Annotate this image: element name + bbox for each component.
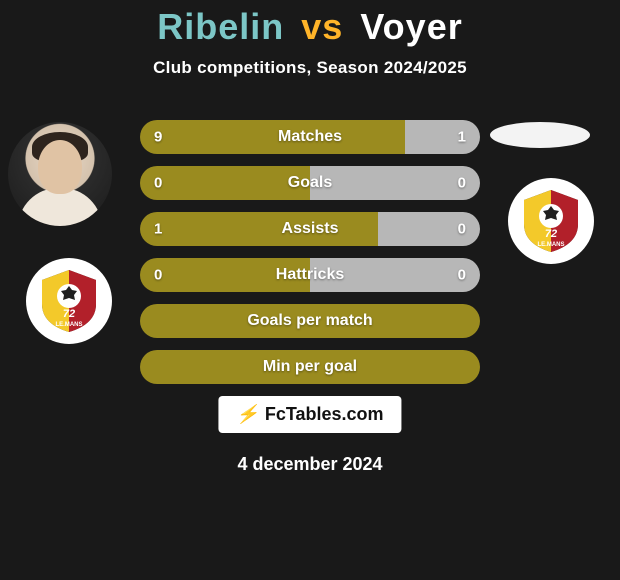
stat-value-left: 0 (154, 267, 162, 284)
crest-name: LE.MANS (538, 242, 565, 248)
date-label: 4 december 2024 (237, 454, 382, 475)
player1-avatar (8, 122, 112, 226)
bar-right-fill (310, 166, 480, 200)
bar-left-fill (140, 212, 378, 246)
stat-value-right: 1 (458, 129, 466, 146)
page-title: Ribelin vs Voyer (0, 0, 620, 48)
player1-name: Ribelin (157, 6, 284, 47)
stat-label: Hattricks (276, 266, 344, 284)
player2-avatar (490, 122, 590, 148)
player2-club-crest: 72 LE.MANS (508, 178, 594, 264)
stat-value-right: 0 (458, 175, 466, 192)
vs-label: vs (301, 6, 343, 47)
stat-label: Assists (282, 220, 339, 238)
bar-right-fill (405, 120, 480, 154)
crest-name: LE.MANS (56, 322, 83, 328)
stat-value-right: 0 (458, 267, 466, 284)
player2-name: Voyer (360, 6, 462, 47)
stat-row: Matches 9 1 (140, 120, 480, 154)
source-badge: ⚡ FcTables.com (218, 396, 401, 433)
bolt-icon: ⚡ (236, 404, 258, 425)
bar-left-fill (140, 166, 310, 200)
stat-row: Goals 0 0 (140, 166, 480, 200)
stat-row: Hattricks 0 0 (140, 258, 480, 292)
avatar-face (38, 140, 82, 194)
stat-row: Assists 1 0 (140, 212, 480, 246)
crest-number: 72 (63, 308, 75, 320)
subtitle: Club competitions, Season 2024/2025 (0, 58, 620, 78)
stat-label: Min per goal (263, 358, 357, 376)
comparison-card: Ribelin vs Voyer Club competitions, Seas… (0, 0, 620, 580)
stat-label: Goals (288, 174, 332, 192)
stat-label: Matches (278, 128, 342, 146)
stat-value-left: 0 (154, 175, 162, 192)
stat-row: Goals per match (140, 304, 480, 338)
stat-label: Goals per match (247, 312, 372, 330)
stat-value-right: 0 (458, 221, 466, 238)
stat-row: Min per goal (140, 350, 480, 384)
shield-icon: 72 LE.MANS (516, 186, 586, 256)
stat-value-left: 9 (154, 129, 162, 146)
bar-left-fill (140, 120, 405, 154)
crest-number: 72 (545, 228, 557, 240)
player1-club-crest: 72 LE.MANS (26, 258, 112, 344)
shield-icon: 72 LE.MANS (34, 266, 104, 336)
stat-value-left: 1 (154, 221, 162, 238)
brand-label: FcTables.com (265, 404, 384, 425)
comparison-bars: Matches91Goals00Assists10Hattricks00Goal… (140, 120, 480, 396)
